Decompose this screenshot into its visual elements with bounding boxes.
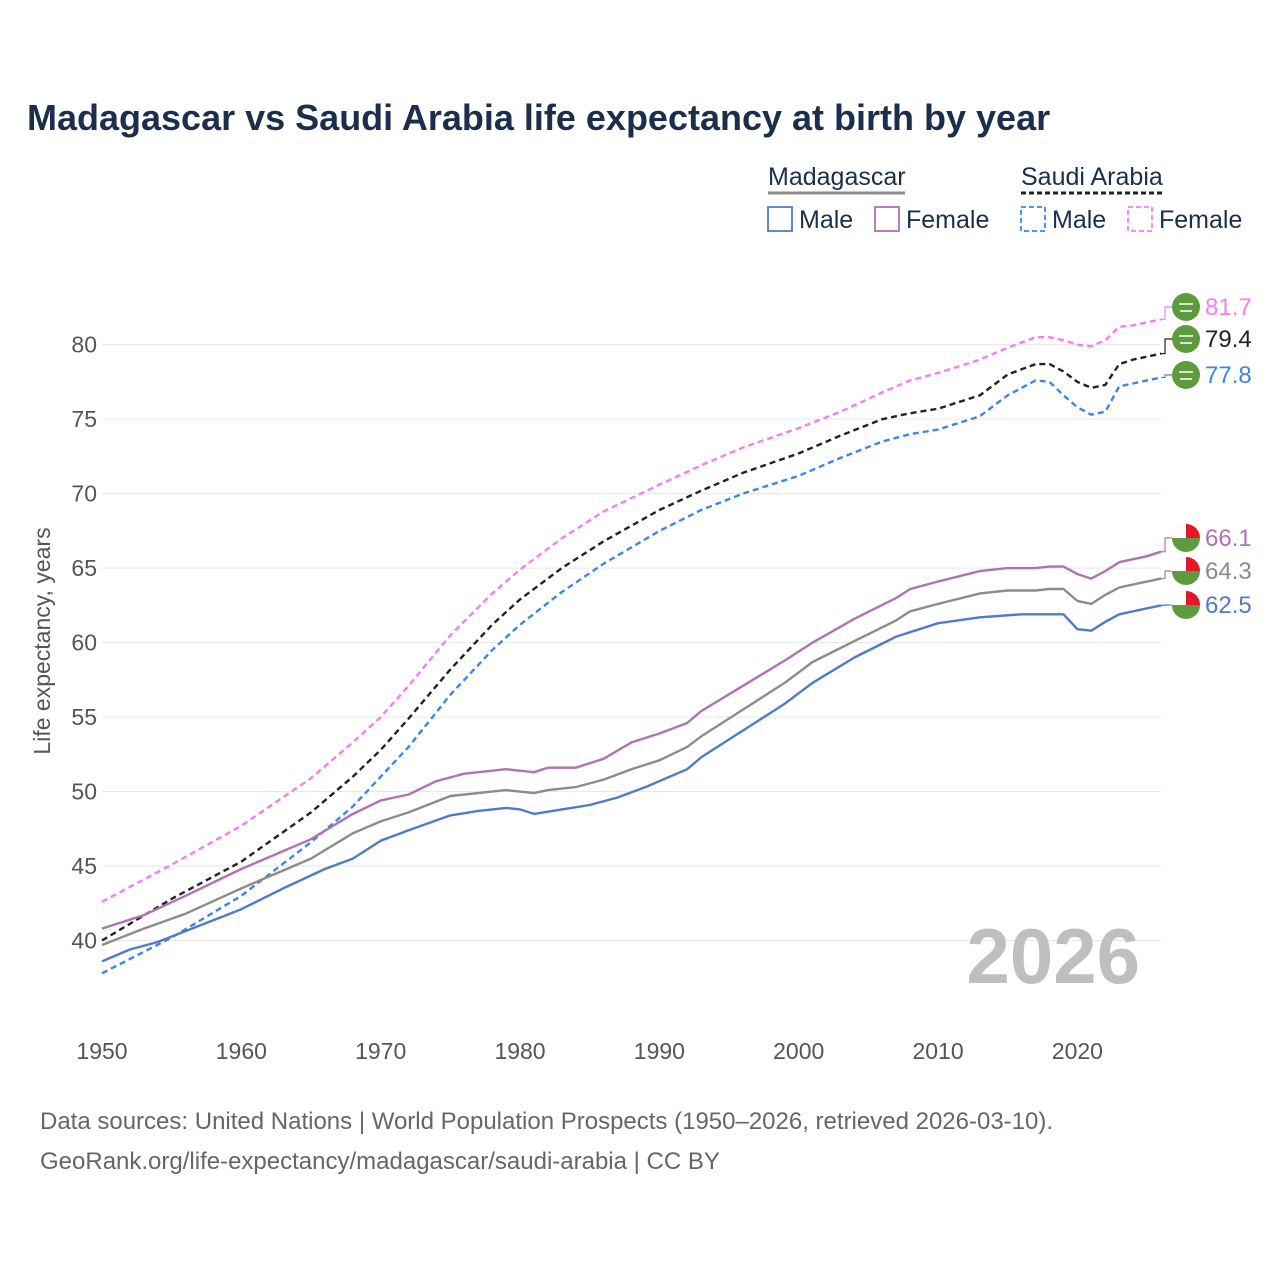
saudi-arabia-flag-icon (1172, 293, 1200, 321)
x-tick-label: 1980 (494, 1038, 545, 1064)
x-tick-label: 1990 (634, 1038, 685, 1064)
chart-title: Madagascar vs Saudi Arabia life expectan… (27, 97, 1050, 138)
legend-item-label: Male (799, 206, 853, 234)
legend-swatch (1020, 206, 1046, 232)
legend: Madagascar Male Female Saudi Arabia Male Fema… (767, 163, 1242, 234)
legend-item-label: Female (1159, 206, 1242, 234)
legend-swatch (767, 206, 793, 232)
legend-item-label: Female (906, 206, 989, 234)
legend-group-title: Madagascar (768, 163, 906, 191)
end-value-label: 79.4 (1205, 326, 1252, 353)
source-note: Data sources: United Nations | World Pop… (40, 1102, 1240, 1182)
end-connector (1161, 374, 1172, 379)
y-tick-label: 45 (71, 853, 97, 879)
madagascar-flag-icon (1171, 556, 1201, 586)
source-line-data: Data sources: United Nations | World Pop… (40, 1108, 1054, 1135)
flag-emblem (1179, 371, 1193, 380)
legend-swatch (1127, 206, 1153, 232)
end-markers: 81.7 79.4 77.8 66.1 64.3 62.5 (1161, 293, 1252, 620)
y-tick-label: 40 (71, 928, 97, 954)
x-tick-label: 1970 (355, 1038, 406, 1064)
end-value-label: 62.5 (1205, 592, 1252, 619)
legend-swatch (874, 206, 900, 232)
x-tick-label: 2010 (912, 1038, 963, 1064)
legend-group-title: Saudi Arabia (1021, 163, 1163, 191)
series-line-saudi-arabia-both (101, 352, 1162, 942)
flag-disc (1172, 293, 1200, 321)
end-value-label: 77.8 (1205, 362, 1252, 389)
y-tick-label: 60 (71, 630, 97, 656)
y-tick-label: 65 (71, 555, 97, 581)
legend-item-label: Male (1052, 206, 1106, 234)
y-tick-label: 70 (71, 481, 97, 507)
madagascar-flag-icon (1171, 523, 1201, 553)
y-tick-label: 75 (71, 406, 97, 432)
saudi-arabia-flag-icon (1172, 325, 1200, 353)
x-tick-label: 1950 (76, 1038, 127, 1064)
flag-disc (1172, 325, 1200, 353)
x-tick-label: 2020 (1052, 1038, 1103, 1064)
flag-red (1186, 524, 1200, 538)
line-chart: Madagascar vs Saudi Arabia life expectan… (27, 97, 1252, 1064)
end-connector (1161, 338, 1172, 355)
end-connector (1161, 306, 1172, 320)
end-connector (1161, 570, 1172, 580)
end-value-label: 81.7 (1205, 294, 1252, 321)
end-connector (1161, 537, 1172, 553)
madagascar-flag-icon (1171, 590, 1201, 620)
y-tick-label: 55 (71, 704, 97, 730)
series-line-madagascar-male (101, 604, 1162, 963)
flag-red (1186, 557, 1200, 571)
saudi-arabia-flag-icon (1172, 361, 1200, 389)
x-tick-label: 1960 (216, 1038, 267, 1064)
x-axis: 1950 1960 1970 1980 1990 2000 2010 2020 (76, 1038, 1103, 1064)
flag-white (1172, 591, 1186, 605)
flag-emblem (1179, 335, 1193, 344)
flag-white (1172, 557, 1186, 571)
year-watermark: 2026 (966, 912, 1140, 1000)
gridlines (102, 344, 1161, 942)
flag-green (1172, 571, 1200, 585)
flag-disc (1172, 361, 1200, 389)
end-value-label: 66.1 (1205, 525, 1252, 552)
series-line-saudi-arabia-female (101, 318, 1162, 903)
y-axis: 40 45 50 55 60 65 70 75 80 (71, 332, 97, 954)
flag-white (1172, 524, 1186, 538)
flag-emblem (1179, 303, 1193, 312)
series-lines (101, 318, 1162, 975)
x-tick-label: 2000 (773, 1038, 824, 1064)
y-axis-label: Life expectancy, years (29, 527, 55, 754)
flag-red (1186, 591, 1200, 605)
flag-green (1172, 538, 1200, 552)
end-value-label: 64.3 (1205, 558, 1252, 585)
flag-green (1172, 605, 1200, 619)
series-line-madagascar-both (101, 577, 1162, 947)
series-line-madagascar-female (101, 550, 1162, 930)
y-tick-label: 80 (71, 332, 97, 358)
series-line-saudi-arabia-male (101, 376, 1162, 975)
y-tick-label: 50 (71, 779, 97, 805)
source-line-url[interactable]: GeoRank.org/life-expectancy/madagascar/s… (40, 1148, 720, 1175)
